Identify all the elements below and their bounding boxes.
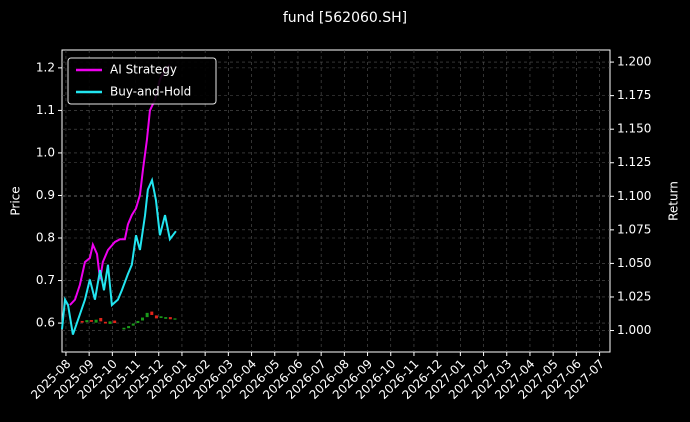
legend-label: AI Strategy <box>110 63 177 77</box>
y-axis-label: Price <box>9 186 23 215</box>
y2-axis-label: Return <box>667 181 681 221</box>
y2-tick-label: 1.125 <box>617 155 651 169</box>
candle-body <box>89 320 93 322</box>
candle-body <box>122 327 126 330</box>
y2-tick-label: 1.150 <box>617 122 651 136</box>
candle-body <box>127 326 131 329</box>
y2-tick-label: 1.050 <box>617 256 651 270</box>
plot-frame <box>61 49 611 353</box>
y-tick-label: 0.7 <box>36 273 55 287</box>
y-tick-label: 0.6 <box>36 316 55 330</box>
candle-body <box>136 320 140 324</box>
series-line <box>61 176 177 335</box>
y-tick-label: 1.0 <box>36 145 55 159</box>
y-tick-label: 1.1 <box>36 103 55 117</box>
y-tick-label: 1.2 <box>36 60 55 74</box>
candle-body <box>159 316 163 318</box>
candle-body <box>85 320 89 323</box>
legend-box <box>67 57 217 105</box>
y2-tick-label: 1.075 <box>617 222 651 236</box>
candle-body <box>164 317 168 319</box>
candle-body <box>113 320 117 324</box>
candle-body <box>173 318 177 320</box>
candle-body <box>145 312 149 318</box>
candle-body <box>168 317 172 320</box>
candle-body <box>154 315 158 319</box>
chart-title: fund [562060.SH] <box>283 10 407 26</box>
candle-body <box>108 321 112 324</box>
y2-tick-label: 1.100 <box>617 189 651 203</box>
y2-tick-label: 1.175 <box>617 88 651 102</box>
candle-body <box>99 317 103 322</box>
y-tick-label: 0.8 <box>36 231 55 245</box>
candle-body <box>80 320 84 323</box>
series-line <box>69 64 171 306</box>
candle-body <box>94 319 98 323</box>
y2-tick-label: 1.200 <box>617 55 651 69</box>
y2-tick-label: 1.025 <box>617 289 651 303</box>
candle-body <box>141 317 145 321</box>
legend-label: Buy-and-Hold <box>110 85 191 99</box>
candle-body <box>150 311 154 315</box>
y-tick-label: 0.9 <box>36 188 55 202</box>
candle-body <box>103 321 107 324</box>
candle-body <box>131 323 135 326</box>
y2-tick-label: 1.000 <box>617 323 651 337</box>
